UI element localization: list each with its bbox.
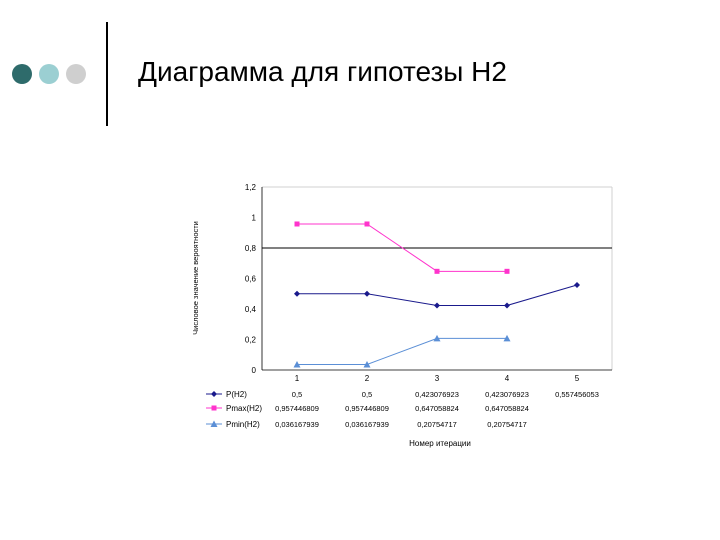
y-tick-label: 1,2 [245,183,257,192]
legend-marker-1 [211,391,217,397]
table-cell: 0,957446809 [345,404,389,413]
dot-2 [39,64,59,84]
legend-marker-3 [210,420,218,427]
table-cell: 0,5 [292,390,302,399]
table-cell: 0,557456053 [555,390,599,399]
series-3-point [503,334,511,342]
table-cell: 0,647058824 [485,404,529,413]
series-2-point [434,268,440,274]
table-cell: 0,036167939 [345,420,389,429]
data-table: P(H2) 0,5 0,5 0,423076923 0,423076923 0,55745… [206,390,599,429]
x-tick-label: 4 [505,374,510,383]
series-2-point [364,221,370,227]
table-cell: 0,957446809 [275,404,319,413]
title-divider [106,22,108,126]
table-cell: 0,20754717 [487,420,527,429]
series-3-point [433,334,441,342]
page-title: Диаграмма для гипотезы Н2 [138,56,507,87]
series-2-point [294,221,300,227]
plot-frame [261,186,613,371]
series-group [293,221,580,368]
y-tick-labels: 0 0,2 0,4 0,6 0,8 1 1,2 1 2 3 4 5 [245,183,580,383]
series-line-2 [297,223,507,272]
legend-marker-2 [211,405,217,411]
table-cell: 0,423076923 [485,390,529,399]
y-tick-label: 0,8 [245,244,257,253]
table-cell: 0,647058824 [415,404,459,413]
series-3-point [293,360,301,368]
y-tick-label: 0,2 [245,336,257,345]
x-tick-label: 3 [435,374,440,383]
table-cell: 0,5 [362,390,372,399]
x-tick-label: 5 [575,374,580,383]
series-line-1 [297,284,578,306]
series-2-point [504,268,510,274]
series-1-point [504,302,510,309]
table-cell: 0,20754717 [417,420,457,429]
table-cell: 0,036167939 [275,420,319,429]
y-tick-label: 1 [252,214,257,223]
legend-label-3: Pmin(H2) [226,420,260,429]
y-tick-label: 0,6 [245,275,257,284]
y-tick-label: 0 [252,366,257,375]
series-1-point [434,302,440,309]
x-tick-label: 1 [295,374,300,383]
series-1-point [294,290,300,297]
legend-label-2: Pmax(H2) [226,404,262,413]
table-cell: 0,423076923 [415,390,459,399]
dot-1 [12,64,32,84]
y-axis-label: Числовое значение вероятности [191,221,200,335]
x-axis-label: Номер итерации [409,439,471,448]
y-tick-label: 0,4 [245,305,257,314]
decorative-dots [12,64,102,86]
series-3-point [363,360,371,368]
dot-3 [66,64,86,84]
series-line-3 [297,337,507,365]
legend-label-1: P(H2) [226,390,247,399]
x-tick-label: 2 [365,374,370,383]
series-1-point [574,281,580,288]
series-1-point [364,290,370,297]
